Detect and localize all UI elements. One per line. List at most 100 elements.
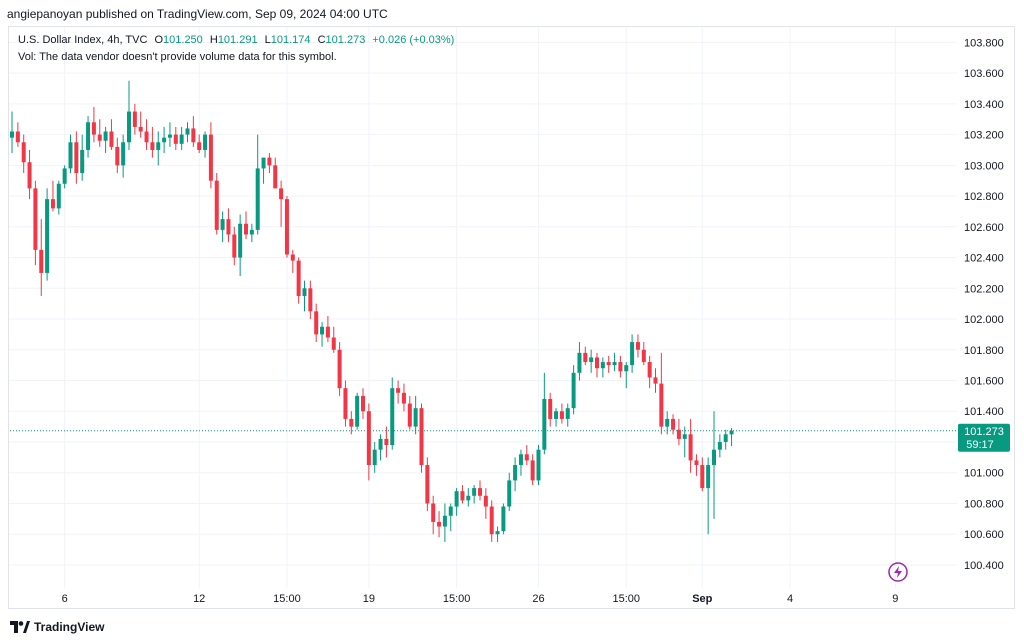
candle[interactable] xyxy=(109,119,114,150)
candle[interactable] xyxy=(226,208,231,243)
candle[interactable] xyxy=(431,495,436,535)
legend-symbol[interactable]: U.S. Dollar Index, 4h, TVC xyxy=(18,34,148,46)
candle[interactable] xyxy=(156,131,161,166)
candle[interactable] xyxy=(62,165,67,189)
candle[interactable] xyxy=(366,403,371,481)
candle[interactable] xyxy=(372,441,377,473)
candle[interactable] xyxy=(524,445,529,466)
candle[interactable] xyxy=(612,352,617,372)
candle[interactable] xyxy=(706,457,711,535)
candle[interactable] xyxy=(296,257,301,304)
candle[interactable] xyxy=(197,134,202,154)
candle[interactable] xyxy=(559,403,564,424)
candle[interactable] xyxy=(185,122,190,143)
candle[interactable] xyxy=(279,180,284,227)
candle[interactable] xyxy=(448,503,453,532)
candle[interactable] xyxy=(606,355,611,373)
candle[interactable] xyxy=(150,126,155,158)
candle[interactable] xyxy=(501,503,506,535)
candle[interactable] xyxy=(554,408,559,427)
candle[interactable] xyxy=(454,488,459,516)
candle[interactable] xyxy=(232,226,237,266)
candle[interactable] xyxy=(167,122,172,147)
candle[interactable] xyxy=(489,500,494,542)
candle[interactable] xyxy=(483,488,488,519)
candle[interactable] xyxy=(425,457,430,512)
candle[interactable] xyxy=(530,454,535,486)
candle[interactable] xyxy=(27,149,32,200)
candle[interactable] xyxy=(220,211,225,243)
candle[interactable] xyxy=(103,126,108,154)
candle[interactable] xyxy=(97,119,102,147)
candle[interactable] xyxy=(518,449,523,476)
candle[interactable] xyxy=(273,157,278,189)
candle[interactable] xyxy=(548,392,553,427)
candle[interactable] xyxy=(314,303,319,343)
candle[interactable] xyxy=(641,342,646,366)
candle[interactable] xyxy=(700,457,705,492)
candle[interactable] xyxy=(682,426,687,458)
candle[interactable] xyxy=(203,131,208,158)
candle[interactable] xyxy=(208,122,213,189)
candle[interactable] xyxy=(676,418,681,446)
candle[interactable] xyxy=(659,352,664,435)
candle[interactable] xyxy=(91,106,96,143)
candle[interactable] xyxy=(419,403,424,473)
candle[interactable] xyxy=(50,180,55,212)
candle[interactable] xyxy=(45,188,50,281)
candle[interactable] xyxy=(86,116,91,158)
candle[interactable] xyxy=(630,334,635,373)
candle[interactable] xyxy=(249,223,254,243)
candle[interactable] xyxy=(536,445,541,486)
candle[interactable] xyxy=(320,322,325,347)
candle[interactable] xyxy=(349,411,354,435)
candle[interactable] xyxy=(255,134,260,235)
candle[interactable] xyxy=(390,377,395,450)
candle[interactable] xyxy=(179,126,184,150)
candle[interactable] xyxy=(577,342,582,381)
candle[interactable] xyxy=(671,414,676,435)
candle[interactable] xyxy=(261,157,266,184)
footer-brand[interactable]: TradingView xyxy=(10,619,104,634)
candle[interactable] xyxy=(308,280,313,320)
candle[interactable] xyxy=(624,362,629,389)
candle[interactable] xyxy=(495,526,500,542)
candle[interactable] xyxy=(542,372,547,455)
candle[interactable] xyxy=(267,153,272,174)
candle[interactable] xyxy=(653,368,658,393)
candle[interactable] xyxy=(442,503,447,542)
candle[interactable] xyxy=(618,355,623,378)
candle[interactable] xyxy=(665,411,670,435)
candle[interactable] xyxy=(355,392,360,430)
candle[interactable] xyxy=(378,434,383,461)
candle[interactable] xyxy=(472,485,477,504)
candle[interactable] xyxy=(396,380,401,404)
candle[interactable] xyxy=(127,80,131,150)
candle[interactable] xyxy=(144,119,149,150)
candle[interactable] xyxy=(343,380,348,427)
candle[interactable] xyxy=(115,137,120,174)
candle[interactable] xyxy=(325,315,330,343)
candle[interactable] xyxy=(238,214,243,276)
candle[interactable] xyxy=(571,365,576,415)
candle[interactable] xyxy=(21,134,26,174)
candle[interactable] xyxy=(162,126,167,154)
candle[interactable] xyxy=(214,173,219,235)
candle[interactable] xyxy=(39,219,44,296)
candle[interactable] xyxy=(15,122,20,147)
candle[interactable] xyxy=(723,429,728,450)
candle[interactable] xyxy=(56,180,61,215)
candle[interactable] xyxy=(244,211,248,240)
candle[interactable] xyxy=(138,111,143,138)
candle[interactable] xyxy=(600,357,605,378)
candle[interactable] xyxy=(466,488,471,507)
candle[interactable] xyxy=(284,196,289,258)
candle[interactable] xyxy=(68,134,73,174)
lightning-icon[interactable] xyxy=(888,562,908,582)
candle[interactable] xyxy=(331,326,336,353)
candle[interactable] xyxy=(589,349,594,373)
candle[interactable] xyxy=(74,131,79,184)
candle[interactable] xyxy=(361,388,365,419)
candle[interactable] xyxy=(132,103,137,135)
candle[interactable] xyxy=(688,418,693,473)
